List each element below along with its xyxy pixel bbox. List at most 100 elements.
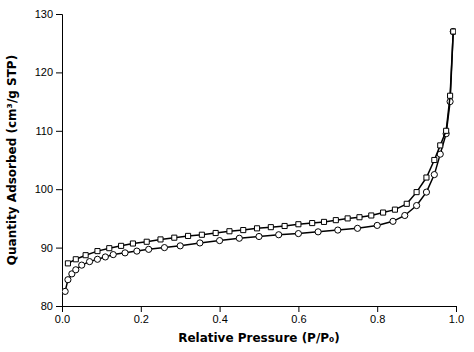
marker — [448, 93, 453, 98]
marker — [197, 240, 203, 246]
marker — [130, 241, 135, 246]
marker — [177, 243, 183, 249]
marker — [144, 239, 149, 244]
x-axis-tick: 0.8 — [370, 306, 385, 325]
marker — [414, 190, 419, 195]
marker — [254, 226, 259, 231]
marker — [227, 229, 232, 234]
marker — [79, 262, 85, 268]
marker — [241, 228, 246, 233]
marker — [432, 157, 437, 162]
marker — [122, 250, 128, 256]
marker — [296, 222, 301, 227]
series-line — [68, 32, 453, 264]
y-axis-tick-mark — [56, 72, 62, 73]
marker — [295, 230, 301, 236]
marker — [172, 235, 177, 240]
marker — [107, 246, 112, 251]
marker — [369, 213, 374, 218]
marker — [345, 216, 350, 221]
y-axis: 80 90 100 110 120 130 — [35, 8, 63, 312]
marker — [381, 210, 386, 215]
series-markers — [62, 28, 456, 294]
series-line — [65, 32, 453, 292]
marker — [374, 222, 380, 228]
marker — [276, 232, 282, 238]
marker — [444, 128, 449, 133]
marker — [95, 249, 100, 254]
y-axis-tick-mark — [56, 306, 62, 307]
marker — [333, 218, 338, 223]
x-axis-tick-label: 1.0 — [449, 313, 464, 325]
y-axis-tick: 100 — [35, 183, 62, 195]
x-axis-tick-label: 0.0 — [55, 313, 70, 325]
y-axis-tick-label: 90 — [41, 242, 53, 254]
marker — [119, 243, 124, 248]
marker — [236, 235, 242, 241]
y-axis-tick-label: 80 — [41, 300, 53, 312]
y-axis-tick-mark — [56, 131, 62, 132]
marker — [282, 223, 287, 228]
marker — [65, 277, 71, 283]
marker — [268, 225, 273, 230]
marker — [199, 232, 204, 237]
y-axis-tick: 110 — [35, 125, 62, 137]
x-axis-tick: 0.4 — [212, 306, 227, 325]
y-axis-line — [56, 15, 63, 307]
x-axis-tick: 0.2 — [134, 306, 149, 325]
marker — [186, 233, 191, 238]
marker — [213, 230, 218, 235]
y-axis-title: Quantity Adsorbed (cm³/g STP) — [5, 55, 19, 265]
marker — [65, 261, 70, 266]
marker — [431, 172, 437, 178]
chart: 0.00.20.40.60.81.08090100110120130Relati… — [0, 0, 474, 352]
marker — [94, 256, 100, 262]
marker — [134, 248, 140, 254]
marker — [357, 215, 362, 220]
y-axis-tick-mark — [56, 189, 62, 190]
marker — [404, 201, 409, 206]
plot: 0.0 0.2 0.4 0.6 0.8 1.0 80 90 100 110 120 130 — [35, 8, 465, 325]
marker — [62, 288, 68, 294]
marker — [256, 233, 262, 239]
marker — [310, 221, 315, 226]
marks — [62, 28, 456, 294]
y-axis-tick-label: 120 — [35, 66, 53, 78]
marker — [450, 28, 456, 34]
x-axis-tick-label: 0.4 — [212, 313, 227, 325]
y-axis-tick: 130 — [35, 8, 62, 20]
marker — [451, 29, 456, 34]
marker — [217, 238, 223, 244]
marker — [438, 143, 443, 148]
marker — [83, 253, 88, 258]
y-axis-tick-label: 130 — [35, 8, 53, 20]
x-axis-tick-mark — [298, 306, 299, 312]
marker — [354, 225, 360, 231]
marker — [390, 218, 396, 224]
x-axis: 0.0 0.2 0.4 0.6 0.8 1.0 — [55, 306, 464, 325]
x-axis-tick: 0.6 — [291, 306, 306, 325]
x-axis-tick-mark — [377, 306, 378, 312]
marker — [315, 229, 321, 235]
y-axis-tick: 120 — [35, 66, 62, 78]
y-axis-tick: 80 — [41, 300, 62, 312]
marker — [158, 237, 163, 242]
marker — [402, 212, 408, 218]
marker — [321, 219, 326, 224]
y-axis-tick-label: 110 — [35, 125, 53, 137]
marker — [73, 257, 78, 262]
marker — [102, 254, 108, 260]
x-axis-tick-label: 0.6 — [291, 313, 306, 325]
x-axis-tick-label: 0.8 — [370, 313, 385, 325]
series-markers — [65, 29, 455, 266]
x-axis-line — [63, 307, 457, 313]
y-axis-tick-label: 100 — [35, 183, 53, 195]
y-axis-tick: 90 — [41, 242, 62, 254]
x-axis-tick-mark — [141, 306, 142, 312]
marker — [73, 267, 79, 273]
x-axis-tick: 1.0 — [449, 306, 464, 325]
x-axis-tick-label: 0.2 — [134, 313, 149, 325]
marker — [335, 227, 341, 233]
marker — [414, 202, 420, 208]
marker — [423, 189, 429, 195]
